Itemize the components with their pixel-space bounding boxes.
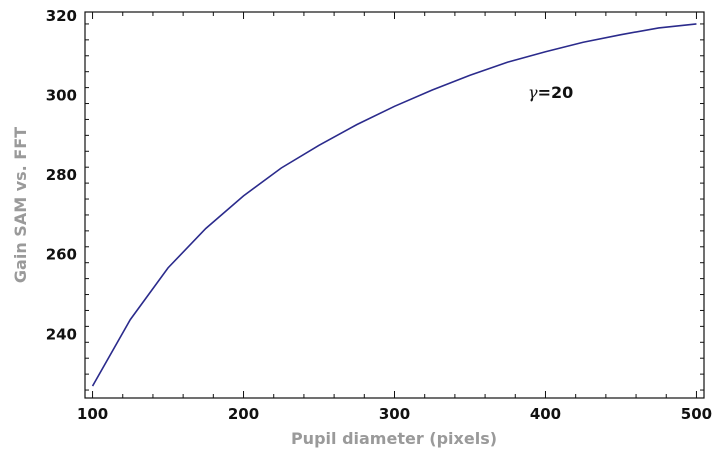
x-tick-label: 300	[379, 405, 410, 423]
y-tick-label: 320	[46, 7, 77, 25]
tick-labels: 100 200 300 400 500 240 260 280 300 320	[46, 7, 712, 423]
y-axis-label: Gain SAM vs. FFT	[11, 127, 30, 283]
plot-frame	[84, 11, 705, 399]
y-tick-label: 260	[46, 246, 77, 264]
y-tick-label: 300	[46, 87, 77, 105]
x-tick-label: 400	[530, 405, 561, 423]
annotation: γ=20	[528, 83, 573, 102]
x-tick-label: 500	[681, 405, 712, 423]
y-tick-label: 280	[46, 166, 77, 184]
annotation-symbol: γ	[528, 83, 538, 102]
x-tick-label: 100	[77, 405, 108, 423]
series-line	[91, 23, 697, 387]
y-tick-label: 240	[46, 325, 77, 343]
x-tick-label: 200	[228, 405, 259, 423]
x-axis-label: Pupil diameter (pixels)	[291, 429, 497, 448]
annotation-text: =20	[538, 83, 574, 102]
ticks	[85, 12, 704, 398]
